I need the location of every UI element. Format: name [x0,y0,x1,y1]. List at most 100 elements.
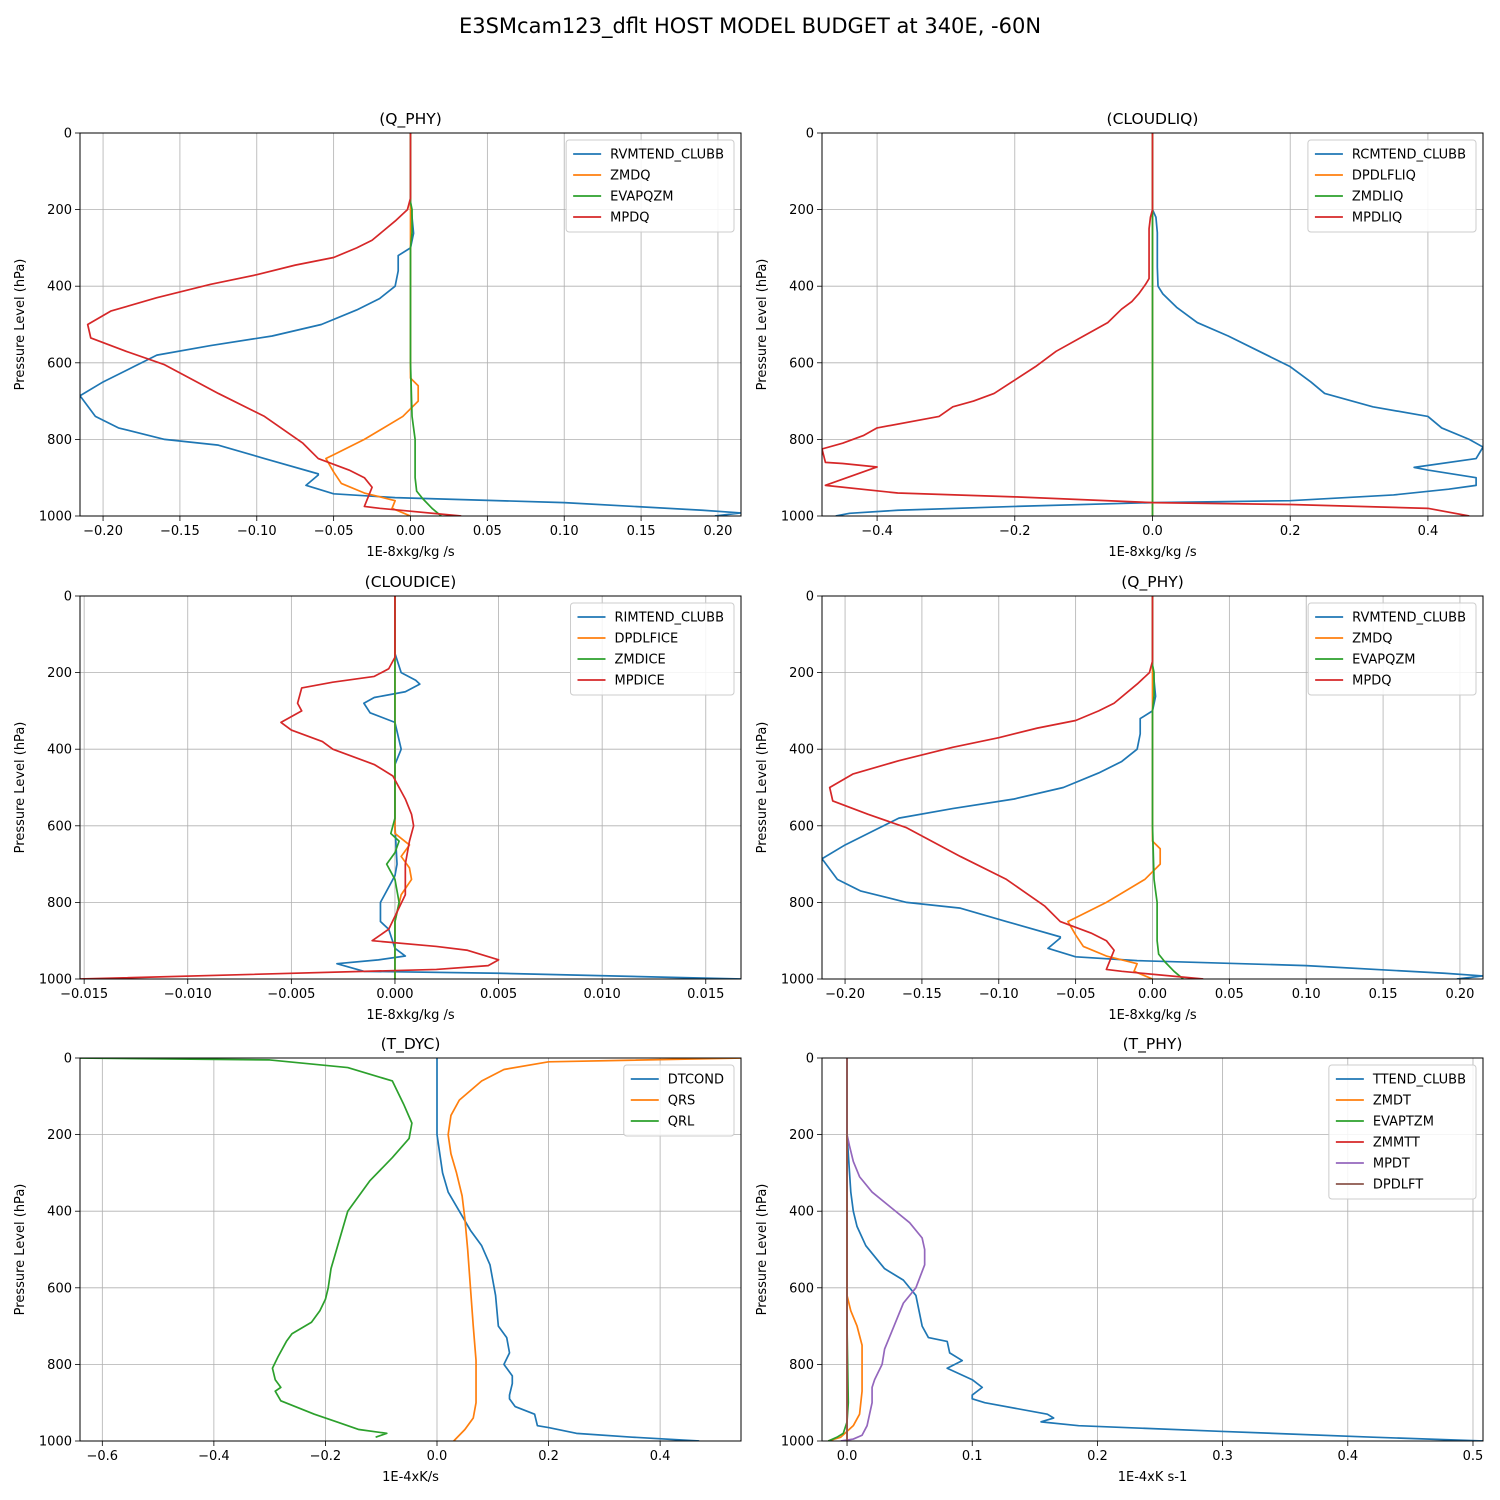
x-tick-label: −0.010 [164,987,212,1002]
x-tick-label: 0.00 [396,524,425,539]
y-tick-label: 400 [789,743,814,758]
axes-frame [821,132,1484,517]
y-tick-label: 0 [806,1052,814,1067]
series-line-rvmtend-clubb [80,133,741,516]
legend-label-zmdt: ZMDT [1373,1094,1411,1109]
x-tick-label: −0.20 [825,987,865,1002]
series-line-rvmtend-clubb [822,596,1483,979]
axes-frame [821,1057,1484,1442]
x-tick-label: 0.0 [1142,524,1163,539]
y-tick-label: 200 [789,203,814,218]
y-tick-label: 200 [47,666,72,681]
series-group [80,133,741,516]
axes-frame [79,595,742,980]
y-tick-label: 200 [47,203,72,218]
legend-label-mpdice: MPDICE [615,674,665,689]
series-group [822,596,1483,979]
series-group [80,596,741,979]
y-tick-label: 0 [806,590,814,605]
y-tick-label: 600 [789,819,814,834]
x-tick-label: 0.10 [1292,987,1321,1002]
x-tick-label: 0.4 [1337,1449,1358,1464]
x-tick-label: 0.20 [1445,987,1474,1002]
chart-panel-t-dyc: −0.6 −0.4 −0.2 0.0 0.2 0.4 0 200 400 600 800 1000 (T… [13,1035,742,1485]
y-tick-label: 1000 [781,510,814,525]
legend-label-dpdlfliq: DPDLFLIQ [1352,169,1416,184]
y-tick-label: 0 [64,127,72,142]
x-tick-label: −0.4 [198,1449,230,1464]
chart-title: (T_PHY) [1123,1035,1183,1054]
axes-frame [79,132,742,517]
chart-title: (T_DYC) [381,1035,441,1054]
x-tick-label: 0.005 [480,987,517,1002]
y-tick-label: 400 [789,1205,814,1220]
series-group [80,1058,741,1441]
legend-label-zmmtt: ZMMTT [1373,1136,1420,1151]
x-tick-label: 0.2 [1280,524,1301,539]
x-tick-label: −0.10 [979,987,1019,1002]
x-tick-label: −0.15 [902,987,942,1002]
legend: RVMTEND_CLUBB ZMDQ EVAPQZM MPDQ [565,139,735,233]
series-line-zmdq [1067,596,1162,979]
y-tick-label: 800 [47,1358,72,1373]
legend-label-rvmtend-clubb: RVMTEND_CLUBB [1352,611,1466,626]
legend: TTEND_CLUBB ZMDT EVAPTZM ZMMTT MPDT DPDLFT [1328,1064,1477,1200]
legend-label-ttend-clubb: TTEND_CLUBB [1372,1073,1466,1088]
legend-label-zmdliq: ZMDLIQ [1352,190,1403,205]
x-tick-label: 0.05 [1215,987,1244,1002]
y-axis-label: Pressure Level (hPa) [13,259,28,391]
x-tick-label: 0.05 [473,524,502,539]
x-tick-label: −0.15 [160,524,200,539]
series-line-rcmtend-clubb [835,133,1483,516]
legend-box [1307,139,1477,233]
legend-label-dtcond: DTCOND [668,1073,724,1088]
series-line-mpdq [828,596,1204,979]
series-line-qrs [447,1058,741,1441]
x-tick-label: 0.010 [584,987,621,1002]
x-tick-label: 0.2 [1087,1449,1108,1464]
y-tick-label: 600 [789,1281,814,1296]
legend-box [565,139,735,233]
legend-label-evapqzm: EVAPQZM [610,190,673,205]
x-tick-label: −0.015 [60,987,108,1002]
legend-label-zmdq: ZMDQ [610,169,650,184]
x-tick-label: 0.15 [627,524,656,539]
legend-label-evaptzm: EVAPTZM [1373,1115,1434,1130]
x-tick-label: −0.05 [314,524,354,539]
x-tick-label: 0.0 [427,1449,448,1464]
x-axis-label: 1E-4xK/s [382,1470,439,1485]
y-tick-label: 800 [789,1358,814,1373]
legend: RCMTEND_CLUBB DPDLFLIQ ZMDLIQ MPDLIQ [1307,139,1477,233]
series-line-qrl [80,1058,413,1438]
legend-label-mpdq: MPDQ [610,211,649,226]
legend-label-evapqzm: EVAPQZM [1352,653,1415,668]
x-tick-label: −0.4 [861,524,893,539]
series-line-evapqzm [1151,596,1184,979]
y-tick-label: 800 [47,433,72,448]
legend-label-rcmtend-clubb: RCMTEND_CLUBB [1352,148,1466,163]
x-tick-label: 0.20 [703,524,732,539]
legend-box [570,602,735,696]
x-axis-label: 1E-8xkg/kg /s [366,1008,455,1023]
y-tick-label: 800 [47,896,72,911]
chart-title: (Q_PHY) [379,110,442,129]
x-tick-label: −0.05 [1056,987,1096,1002]
chart-panel-t-phy: 0.0 0.1 0.2 0.3 0.4 0.5 0 200 400 600 800 1000 (T_PH… [755,1035,1484,1485]
x-tick-label: 0.1 [962,1449,983,1464]
y-tick-label: 0 [64,1052,72,1067]
y-axis-label: Pressure Level (hPa) [13,722,28,854]
y-tick-label: 400 [789,280,814,295]
x-tick-label: 0.15 [1369,987,1398,1002]
series-line-evapqzm [409,133,442,516]
legend-label-qrs: QRS [668,1094,696,1109]
figure-title: E3SMcam123_dflt HOST MODEL BUDGET at 340… [458,14,1042,38]
legend: DTCOND QRS QRL [623,1064,735,1137]
y-tick-label: 200 [47,1128,72,1143]
y-tick-label: 400 [47,280,72,295]
legend-label-mpdq: MPDQ [1352,674,1391,689]
series-line-mpdliq [822,133,1470,516]
y-axis-label: Pressure Level (hPa) [755,722,770,854]
legend-label-rimtend-clubb: RIMTEND_CLUBB [615,611,725,626]
series-line-mpdq [86,133,462,516]
y-axis-label: Pressure Level (hPa) [755,259,770,391]
